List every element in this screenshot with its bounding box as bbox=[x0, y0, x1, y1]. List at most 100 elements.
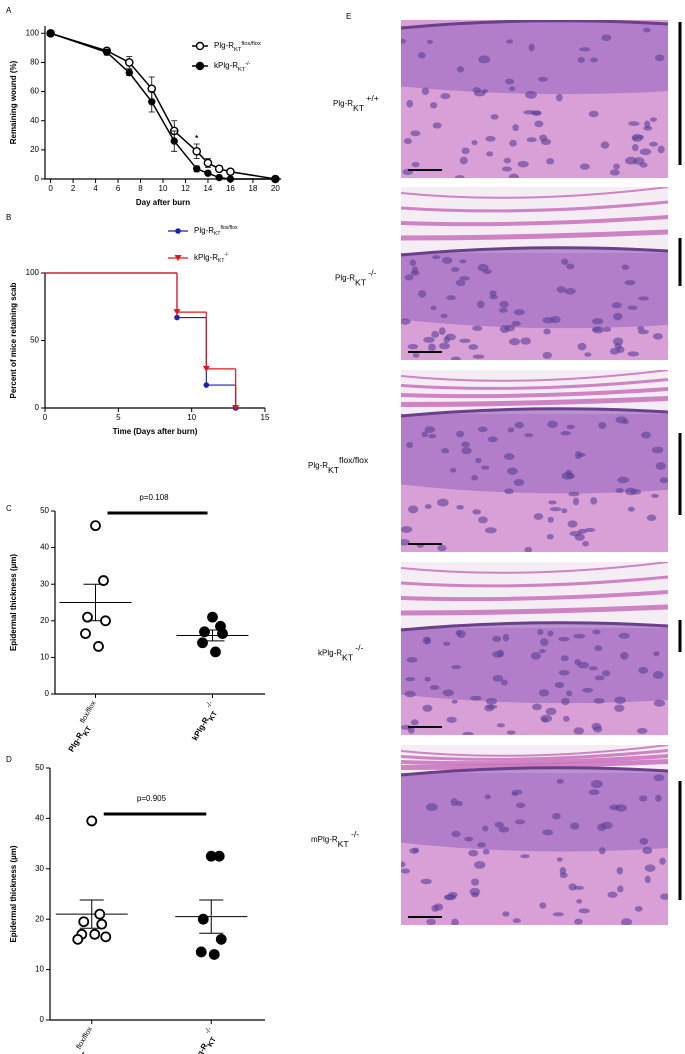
nucleus bbox=[552, 912, 564, 917]
nucleus bbox=[484, 527, 497, 534]
nucleus bbox=[407, 726, 415, 734]
nucleus bbox=[660, 893, 668, 900]
nucleus bbox=[477, 426, 488, 433]
nucleus bbox=[588, 789, 600, 796]
y-tick-label: 20 bbox=[35, 914, 44, 923]
nucleus bbox=[424, 504, 432, 509]
nucleus bbox=[603, 326, 611, 332]
keratin bbox=[401, 562, 668, 574]
nucleus bbox=[639, 148, 652, 156]
nucleus bbox=[424, 426, 436, 433]
nucleus bbox=[450, 356, 461, 360]
marker bbox=[226, 167, 235, 177]
nucleus bbox=[469, 887, 481, 896]
nucleus bbox=[454, 175, 465, 178]
nucleus bbox=[569, 822, 580, 830]
keratin bbox=[401, 187, 668, 199]
label-part: -/- bbox=[366, 268, 377, 278]
nucleus bbox=[461, 447, 472, 455]
nucleus bbox=[588, 110, 599, 118]
nucleus bbox=[405, 677, 416, 682]
nucleus bbox=[573, 885, 585, 890]
nucleus bbox=[540, 638, 549, 646]
nucleus bbox=[508, 338, 521, 346]
nucleus bbox=[437, 498, 449, 507]
nucleus bbox=[588, 666, 598, 671]
nucleus bbox=[477, 300, 485, 309]
nucleus bbox=[574, 533, 585, 541]
nucleus bbox=[550, 316, 561, 324]
nucleus bbox=[559, 866, 567, 875]
marker bbox=[170, 137, 178, 145]
nucleus bbox=[609, 804, 620, 811]
nucleus bbox=[617, 476, 630, 484]
nucleus bbox=[409, 259, 417, 266]
data-point bbox=[197, 637, 208, 649]
nucleus bbox=[573, 633, 586, 639]
nucleus bbox=[401, 38, 407, 44]
nucleus bbox=[412, 847, 420, 854]
label-part: +/+ bbox=[364, 93, 379, 103]
nucleus bbox=[451, 918, 459, 925]
nucleus bbox=[642, 846, 653, 855]
nucleus bbox=[421, 431, 428, 438]
nucleus bbox=[554, 681, 565, 688]
nucleus bbox=[401, 868, 411, 874]
y-tick-label: 0 bbox=[45, 689, 50, 698]
label-part: Plg-R bbox=[308, 461, 328, 470]
nucleus bbox=[601, 34, 612, 42]
nucleus bbox=[498, 307, 508, 313]
nucleus bbox=[592, 327, 602, 332]
label-part: Plg-R bbox=[333, 99, 353, 108]
nucleus bbox=[445, 333, 456, 341]
nucleus bbox=[528, 43, 535, 52]
nucleus bbox=[451, 699, 458, 704]
nucleus bbox=[451, 830, 461, 838]
nucleus bbox=[443, 641, 451, 646]
nucleus bbox=[591, 722, 602, 731]
nucleus bbox=[502, 633, 510, 642]
nucleus bbox=[407, 343, 419, 350]
y-tick-label: 40 bbox=[35, 814, 44, 823]
nucleus bbox=[490, 114, 499, 120]
nucleus bbox=[613, 163, 620, 170]
cornified-layer bbox=[401, 246, 668, 257]
x-tick-label: 0 bbox=[48, 184, 53, 193]
nucleus bbox=[615, 416, 628, 424]
nucleus bbox=[459, 338, 471, 343]
nucleus bbox=[561, 508, 568, 514]
nucleus bbox=[509, 139, 517, 147]
nucleus bbox=[507, 427, 515, 433]
label-part: Plg-R bbox=[194, 226, 214, 235]
nucleus bbox=[526, 137, 537, 143]
nucleus bbox=[475, 457, 482, 464]
label-part: KT bbox=[81, 724, 94, 737]
nucleus bbox=[446, 295, 456, 301]
nucleus bbox=[594, 645, 603, 652]
nucleus bbox=[566, 424, 575, 430]
nucleus bbox=[631, 133, 643, 142]
nucleus bbox=[489, 294, 498, 300]
marker bbox=[103, 48, 111, 56]
nucleus bbox=[653, 651, 660, 657]
nucleus bbox=[520, 854, 530, 859]
label-part: mPlg-R bbox=[311, 835, 338, 844]
x-tick-label: 14 bbox=[203, 184, 212, 193]
label-part: -/- bbox=[203, 1025, 214, 1036]
nucleus bbox=[461, 441, 470, 448]
nucleus bbox=[434, 903, 444, 911]
keratin bbox=[401, 396, 668, 407]
nucleus bbox=[481, 89, 488, 94]
nucleus bbox=[614, 696, 626, 704]
label-part: KT bbox=[218, 258, 224, 264]
label-part: KT bbox=[353, 103, 365, 113]
data-point bbox=[93, 641, 104, 652]
nucleus bbox=[506, 39, 514, 44]
nucleus bbox=[577, 342, 587, 351]
rich-label: Plg-RKTflox/flox bbox=[59, 1025, 102, 1054]
rich-label: mPlg-RKT -/- bbox=[311, 829, 359, 849]
nucleus bbox=[478, 516, 488, 524]
data-point bbox=[207, 611, 218, 623]
nucleus bbox=[574, 451, 582, 460]
data-point bbox=[100, 931, 112, 943]
